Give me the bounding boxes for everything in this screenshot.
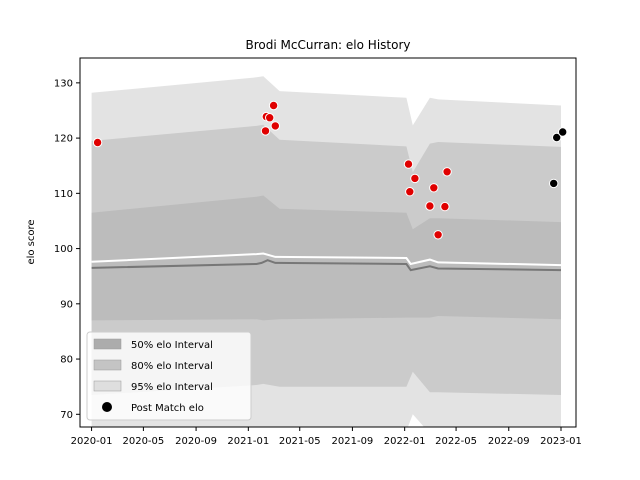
y-tick-label: 80 (60, 355, 73, 366)
legend-label: 50% elo Interval (131, 340, 213, 351)
legend-label: 95% elo Interval (131, 382, 213, 393)
x-tick-label: 2022-09 (488, 436, 530, 447)
y-tick-label: 120 (54, 134, 73, 145)
x-tick-label: 2021-09 (332, 436, 374, 447)
x-tick-label: 2021-05 (279, 436, 321, 447)
x-tick-label: 2020-09 (175, 436, 217, 447)
legend-marker (102, 402, 112, 412)
y-tick-label: 90 (60, 299, 73, 310)
legend-swatch (93, 359, 122, 371)
chart-title: Brodi McCurran: elo History (246, 38, 411, 52)
legend-label: 80% elo Interval (131, 361, 213, 372)
y-tick-label: 100 (54, 244, 73, 255)
axes-frame (79, 57, 577, 428)
x-tick-label: 2021-01 (227, 436, 269, 447)
y-tick-label: 110 (54, 189, 73, 200)
y-tick-label: 130 (54, 78, 73, 89)
post-match-point (92, 137, 103, 148)
post-match-point (433, 230, 443, 240)
legend-swatch (93, 338, 122, 350)
x-tick-label: 2022-01 (384, 436, 426, 447)
x-tick-label: 2020-05 (122, 436, 164, 447)
median-line (91, 259, 562, 272)
x-tick-label: 2020-01 (71, 436, 113, 447)
x-tick-label: 2023-01 (540, 436, 582, 447)
post-match-point (265, 113, 275, 123)
post-match-point (405, 187, 415, 197)
post-match-point (410, 173, 420, 184)
post-match-point (425, 201, 435, 211)
post-match-point (440, 201, 450, 212)
legend-box (86, 331, 252, 421)
y-axis-label: elo score (26, 219, 37, 264)
post-match-point (403, 159, 414, 169)
post-match-point (558, 127, 568, 137)
mean-line (91, 252, 562, 267)
x-tick-label: 2022-05 (435, 436, 477, 447)
post-match-point (268, 100, 279, 111)
y-tick-label: 70 (60, 410, 73, 421)
post-match-point (260, 126, 271, 136)
post-match-point (552, 132, 562, 143)
post-match-point (270, 121, 280, 131)
post-match-point (442, 167, 452, 177)
post-match-point (429, 183, 439, 193)
legend: 50% elo Interval 80% elo Interval 95% elo … (86, 331, 252, 421)
axes: 70 80 90 100 110 120 130 2020-01 2020-05 2020-09 2… (54, 57, 582, 447)
post-match-point (549, 178, 559, 189)
legend-swatch (93, 380, 122, 392)
legend-label: Post Match elo (131, 403, 204, 414)
